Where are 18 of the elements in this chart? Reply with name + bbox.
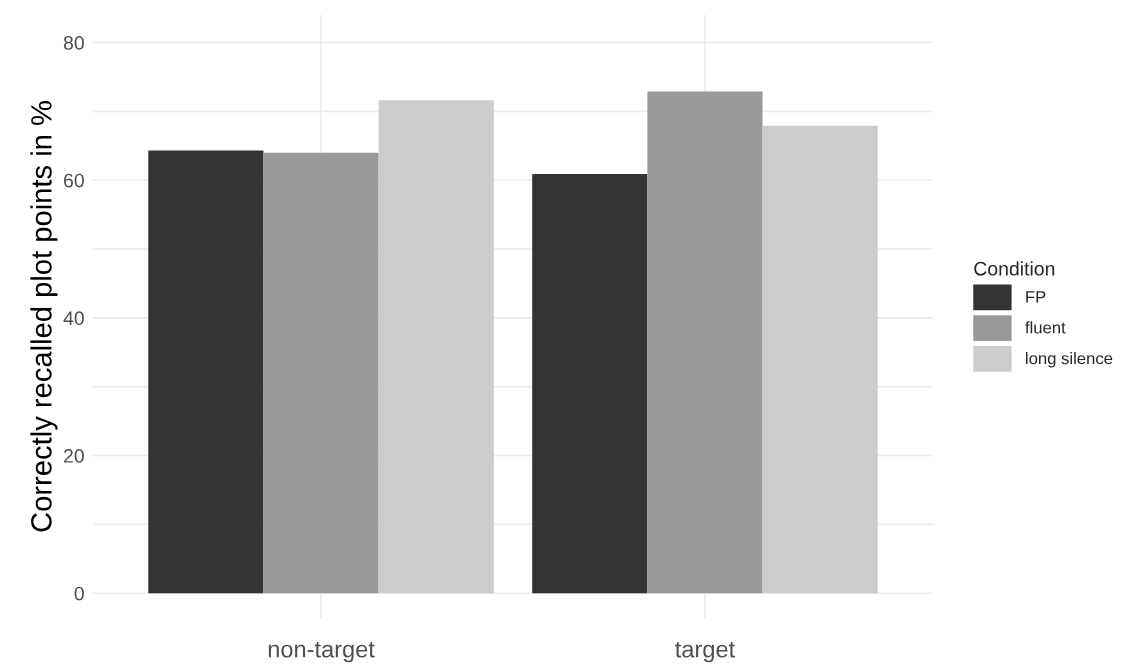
bar bbox=[532, 174, 648, 594]
bar bbox=[378, 100, 494, 594]
legend-label: FP bbox=[1026, 291, 1046, 303]
legend-title: Condition bbox=[974, 261, 1055, 276]
legend-label: long silence bbox=[1026, 352, 1113, 368]
y-tick-label: 0 bbox=[74, 586, 84, 601]
y-tick-label: 60 bbox=[64, 173, 84, 188]
x-tick-label: non-target bbox=[268, 642, 375, 663]
y-axis-title: Correctly recalled plot points in % bbox=[30, 101, 58, 532]
bar bbox=[148, 150, 264, 594]
y-tick-label: 40 bbox=[63, 311, 84, 326]
y-tick-label: 80 bbox=[63, 36, 84, 50]
bar bbox=[263, 152, 379, 594]
y-tick-label: 20 bbox=[64, 449, 84, 463]
legend-label: fluent bbox=[1025, 321, 1066, 334]
bar bbox=[762, 125, 878, 594]
bar bbox=[647, 91, 763, 594]
x-tick-label: target bbox=[675, 642, 735, 663]
